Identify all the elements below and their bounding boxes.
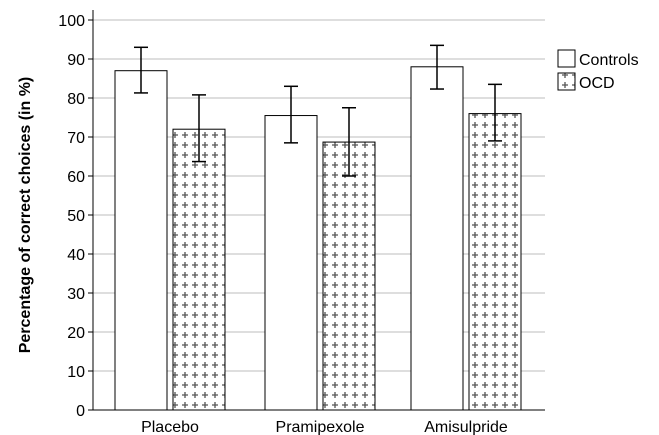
bar-ocd [322,141,376,411]
gridlines [93,19,545,372]
bar-controls [114,70,168,411]
bar-controls [264,115,318,411]
axes [92,10,545,411]
y-tick-labels: 0 10 20 30 40 50 60 70 80 90 100 [58,13,93,420]
legend-label: OCD [579,75,615,92]
y-axis-title: Percentage of correct choices (in %) [17,77,34,354]
x-category-label: Pramipexole [276,419,365,435]
legend: Controls OCD [557,49,639,92]
y-tick-label: 30 [67,286,85,303]
y-tick-label: 70 [67,130,85,147]
bars [114,66,522,411]
y-tick-label: 90 [67,52,85,69]
x-category-label: Amisulpride [424,419,508,435]
legend-label: Controls [579,52,639,69]
error-bars [134,44,502,177]
y-tick-label: 10 [67,364,85,381]
y-tick-label: 20 [67,325,85,342]
y-tick-label: 40 [67,247,85,264]
y-tick-label: 80 [67,91,85,108]
y-tick-label: 50 [67,208,85,225]
legend-swatch [557,49,576,68]
y-tick-label: 100 [58,13,85,30]
bar-ocd [468,113,522,411]
y-tick-label: 60 [67,169,85,186]
bar-ocd [172,128,226,411]
bar-controls [410,66,464,411]
x-category-label: Placebo [141,419,199,435]
y-tick-label: 0 [76,403,85,420]
legend-swatch [557,72,576,91]
x-category-labels: Placebo Pramipexole Amisulpride [141,419,508,435]
